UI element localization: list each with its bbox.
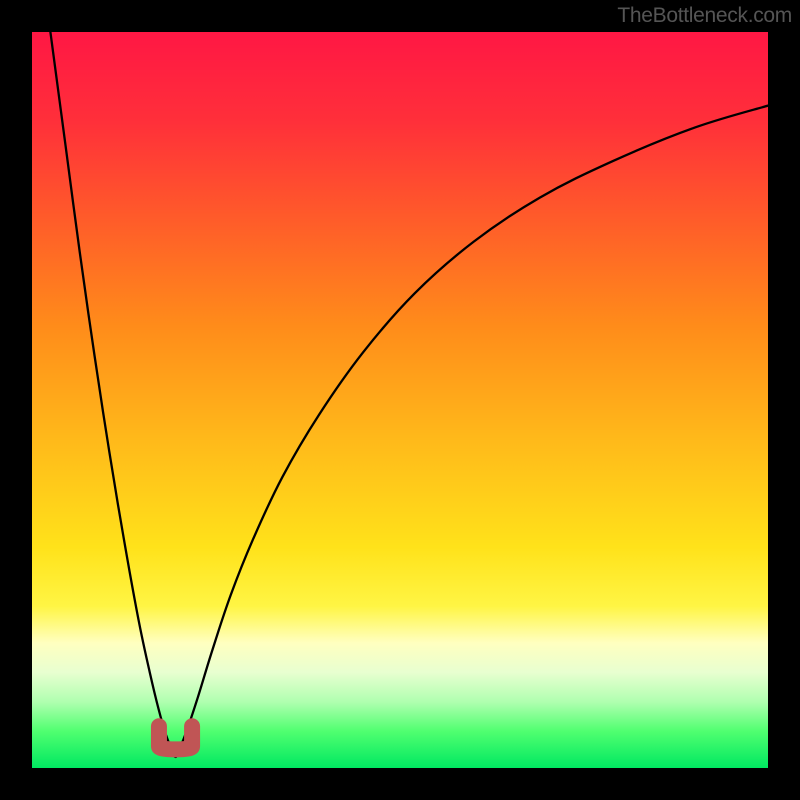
watermark-text: TheBottleneck.com <box>617 4 792 28</box>
chart-container: TheBottleneck.com <box>0 0 800 800</box>
bottleneck-chart <box>0 0 800 800</box>
